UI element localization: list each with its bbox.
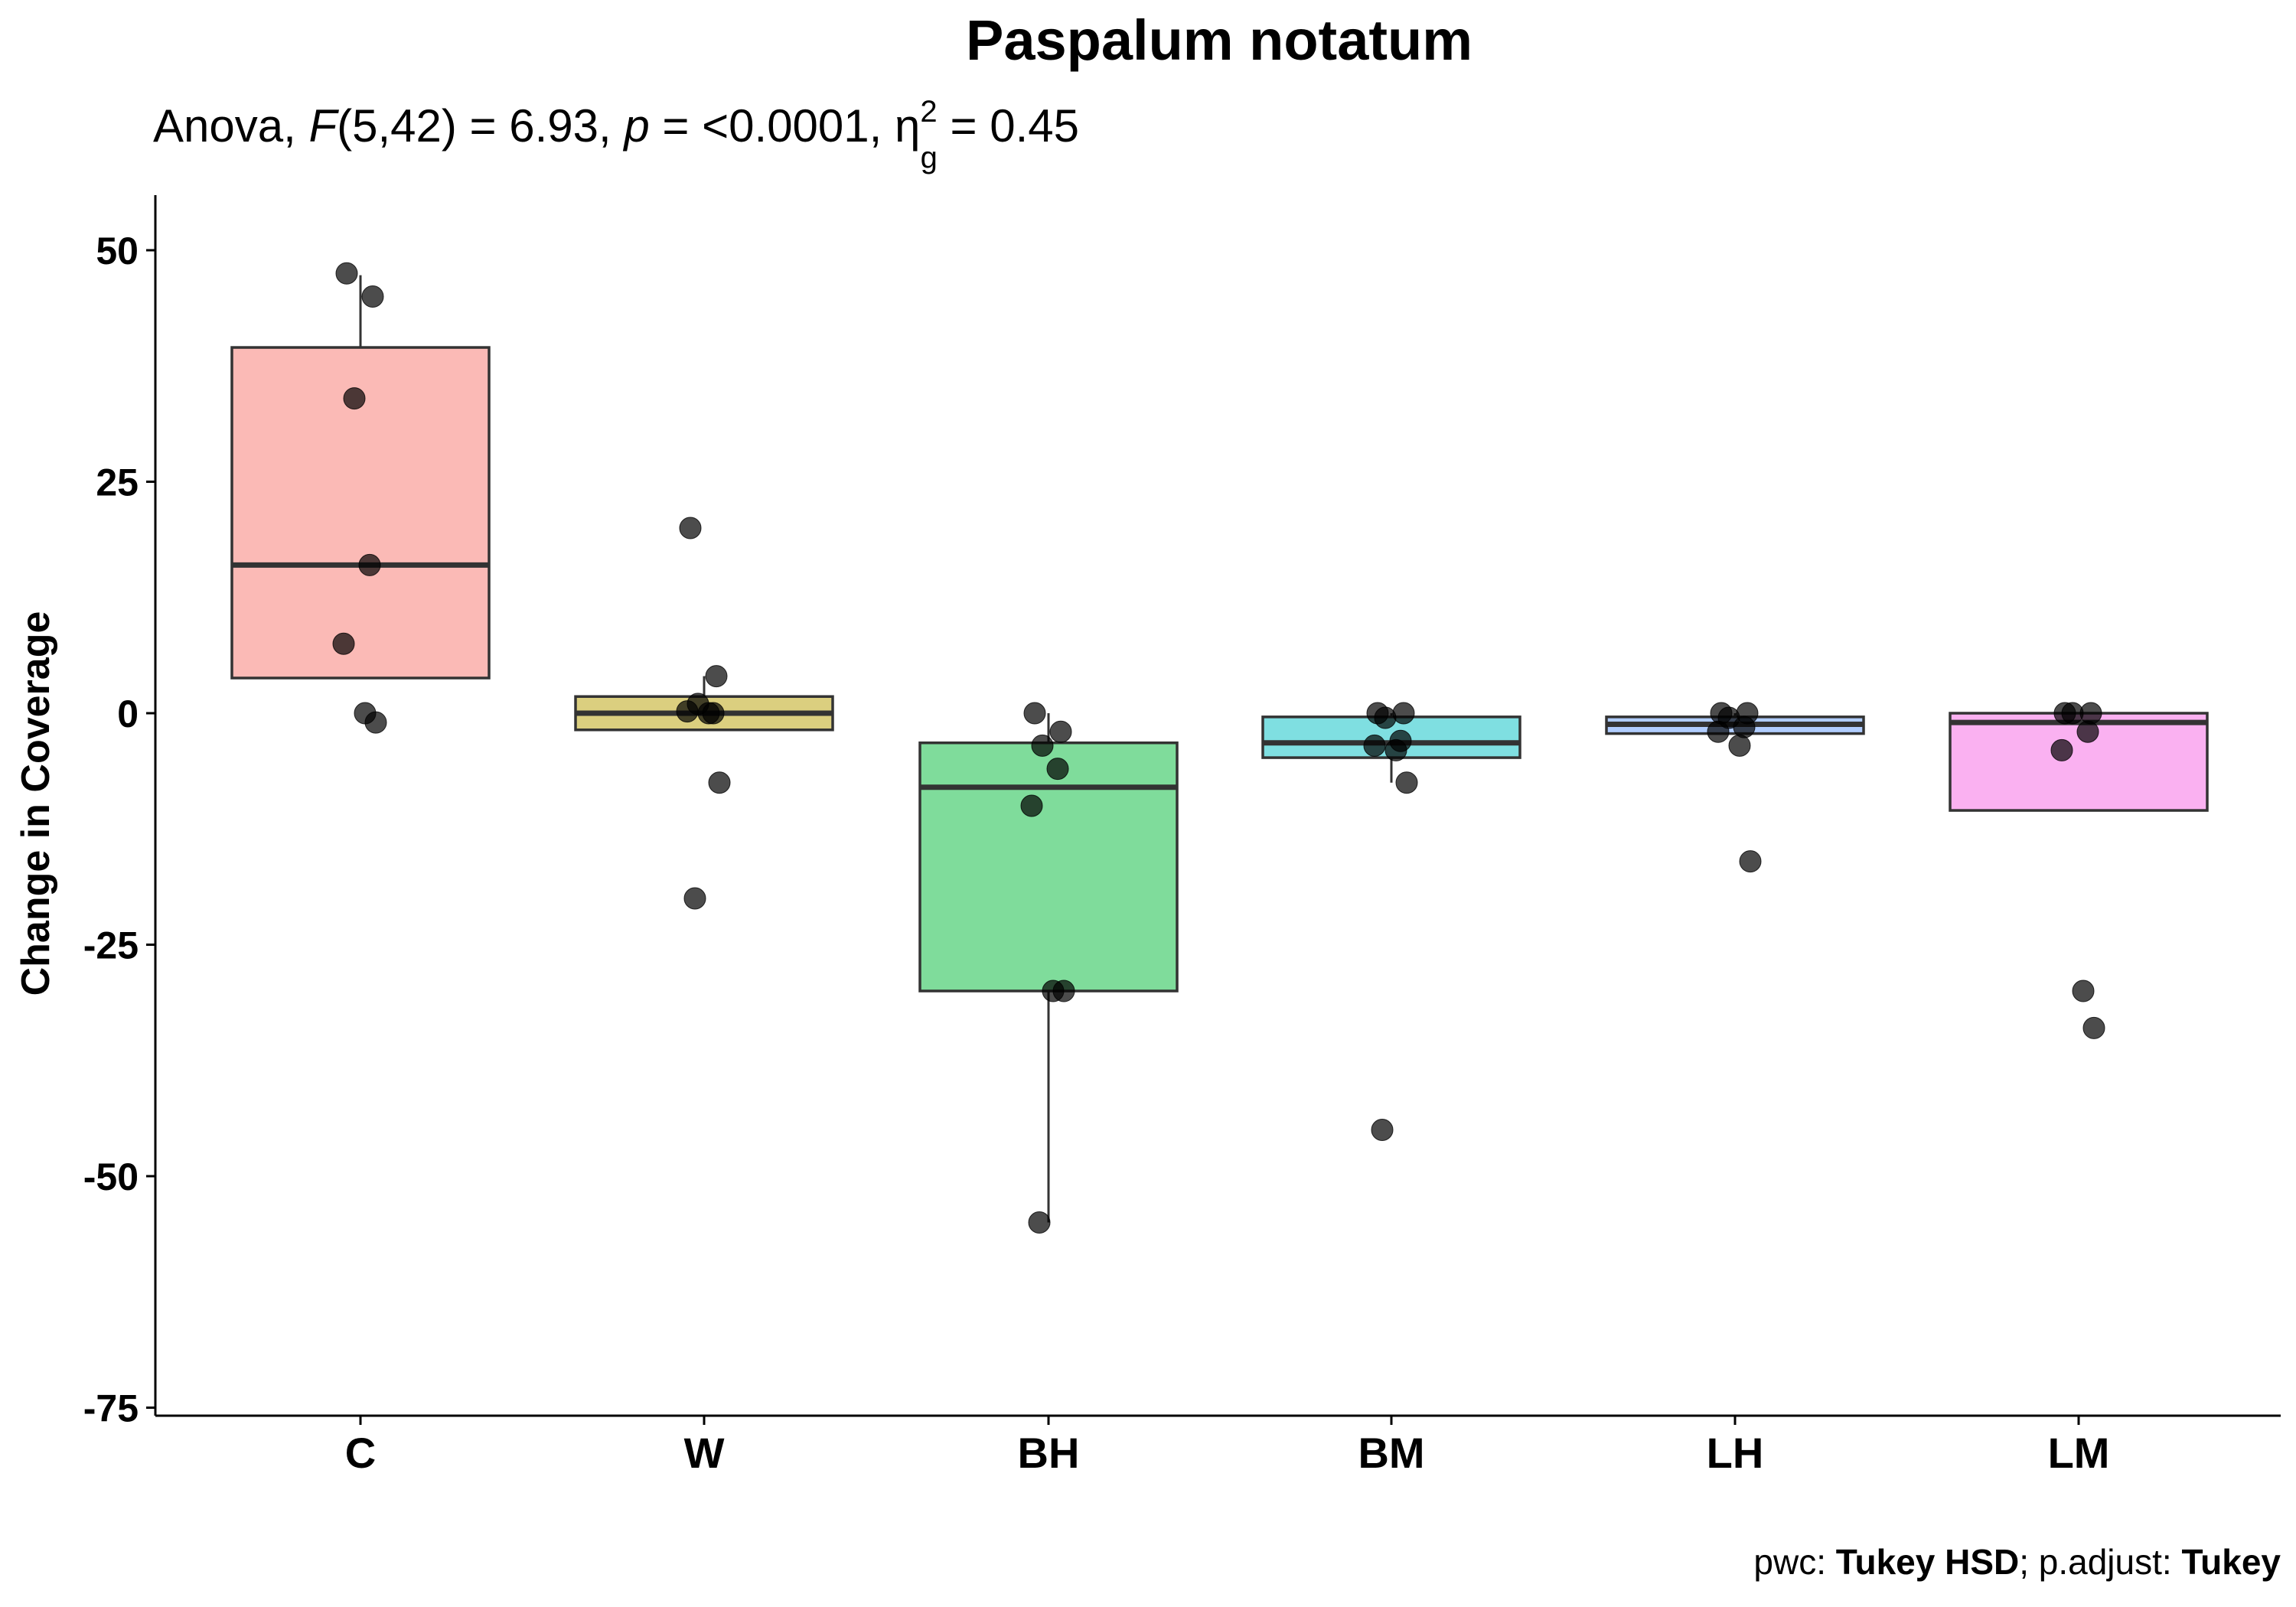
data-point-c bbox=[335, 262, 358, 285]
caption-adjust: Tukey bbox=[2181, 1542, 2281, 1582]
data-point-c bbox=[332, 632, 355, 655]
data-point-bm bbox=[1384, 738, 1407, 761]
caption-middle: ; p.adjust: bbox=[2019, 1542, 2181, 1582]
data-point-bh bbox=[1046, 758, 1069, 781]
x-tick-label: LH bbox=[1707, 1429, 1764, 1477]
data-point-lm bbox=[2082, 1016, 2105, 1039]
y-tick-label: -50 bbox=[83, 1156, 139, 1198]
subtitle-eta-symbol: η bbox=[895, 100, 920, 152]
data-point-w bbox=[697, 702, 720, 725]
data-point-lm bbox=[2050, 738, 2073, 761]
data-point-bm bbox=[1392, 702, 1415, 725]
data-point-c bbox=[361, 285, 384, 308]
subtitle-p-symbol: p bbox=[622, 100, 649, 152]
data-point-bm bbox=[1374, 706, 1397, 729]
data-point-bh bbox=[1020, 794, 1043, 817]
data-point-c bbox=[364, 711, 387, 734]
chart-title: Paspalum notatum bbox=[966, 8, 1473, 72]
data-point-lh bbox=[1707, 720, 1730, 743]
chart-caption: pwc: Tukey HSD; p.adjust: Tukey bbox=[1753, 1542, 2281, 1582]
x-tick-label: LM bbox=[2048, 1429, 2110, 1477]
data-point-bh bbox=[1052, 980, 1075, 1002]
plot-area: 50 25 0 -25 -50 -75 C W BH BM LH LM bbox=[83, 195, 2281, 1477]
caption-method: Tukey HSD bbox=[1836, 1542, 2019, 1582]
subtitle-eta-superscript: 2 bbox=[920, 95, 937, 129]
chart-subtitle: Anova, F(5,42) = 6.93, p = <0.0001, η2 g … bbox=[153, 95, 1079, 174]
data-point-bm bbox=[1395, 771, 1418, 794]
data-point-bh bbox=[1028, 1211, 1051, 1234]
y-tick-label: -25 bbox=[83, 924, 139, 967]
data-point-bm bbox=[1363, 734, 1386, 757]
subtitle-eta-subscript: g bbox=[921, 141, 938, 174]
y-tick-label: 50 bbox=[96, 230, 139, 272]
subtitle-part-1: Anova, bbox=[153, 100, 308, 152]
data-point-w bbox=[679, 517, 702, 539]
data-point-c bbox=[358, 553, 381, 576]
data-point-lm bbox=[2076, 720, 2099, 743]
y-tick-label: 0 bbox=[117, 693, 139, 735]
data-point-lm bbox=[2061, 702, 2084, 725]
y-tick-label: 25 bbox=[96, 461, 139, 504]
data-point-lm bbox=[2072, 980, 2095, 1002]
data-point-bh bbox=[1023, 702, 1046, 725]
data-point-bm bbox=[1371, 1119, 1394, 1141]
y-tick-label: -75 bbox=[83, 1387, 139, 1430]
x-tick-label: W bbox=[684, 1429, 725, 1477]
data-point-bh bbox=[1049, 720, 1072, 743]
data-point-w bbox=[676, 700, 699, 723]
data-point-c bbox=[343, 387, 366, 410]
data-point-bh bbox=[1031, 734, 1054, 757]
subtitle-part-4: = 0.45 bbox=[938, 100, 1079, 152]
y-axis-label: Change in Coverage bbox=[14, 611, 58, 996]
data-point-w bbox=[683, 887, 706, 910]
box-bh bbox=[918, 741, 1179, 993]
x-tick-label: C bbox=[345, 1429, 376, 1477]
data-point-w bbox=[708, 771, 731, 794]
data-point-w bbox=[705, 665, 728, 688]
data-point-lh bbox=[1728, 734, 1751, 757]
data-point-lh bbox=[1733, 715, 1756, 738]
data-point-lh bbox=[1739, 850, 1762, 873]
x-tick-label: BM bbox=[1358, 1429, 1424, 1477]
x-tick-label: BH bbox=[1018, 1429, 1080, 1477]
subtitle-part-2: (5,42) = 6.93, bbox=[337, 100, 624, 152]
caption-prefix: pwc: bbox=[1753, 1542, 1835, 1582]
subtitle-f-symbol: F bbox=[308, 100, 339, 152]
subtitle-part-3: = <0.0001, bbox=[650, 100, 895, 152]
